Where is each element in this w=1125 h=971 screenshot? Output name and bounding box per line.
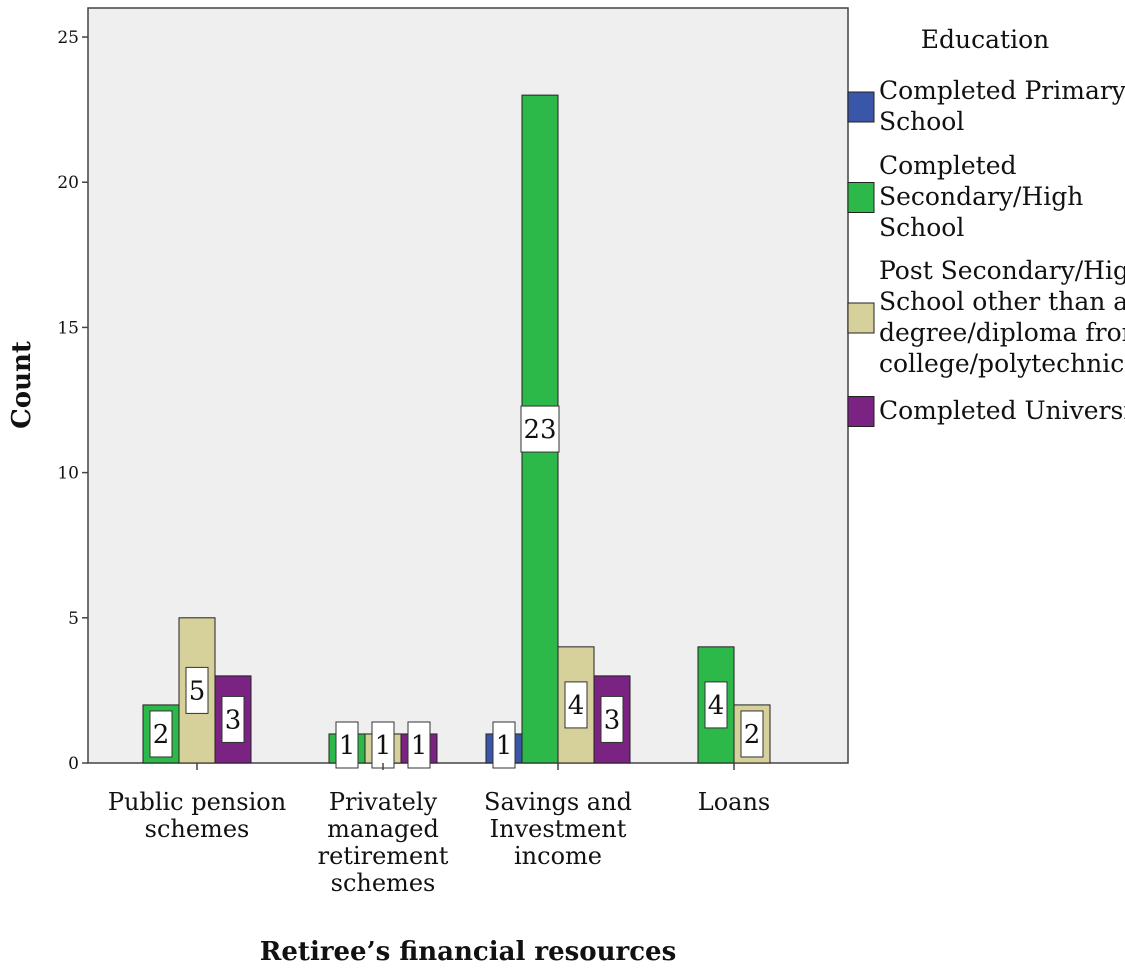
y-tick-label: 25 — [57, 28, 79, 48]
data-label: 4 — [704, 681, 728, 729]
y-tick-label: 10 — [57, 464, 79, 484]
svg-text:1: 1 — [411, 731, 428, 761]
legend-label: Completed Primary School — [879, 76, 1125, 136]
svg-text:2: 2 — [744, 720, 761, 750]
y-axis-title: Count — [7, 341, 37, 429]
bar — [697, 646, 735, 764]
svg-text:4: 4 — [708, 691, 725, 721]
svg-text:1: 1 — [375, 731, 392, 761]
data-label: 3 — [221, 695, 245, 743]
svg-text:1: 1 — [339, 731, 356, 761]
x-axis-title: Retiree’s financial resources — [260, 937, 676, 967]
data-label: 1 — [492, 721, 516, 769]
legend-title: Education — [921, 25, 1049, 54]
legend-swatch — [847, 302, 875, 334]
svg-text:3: 3 — [604, 705, 621, 735]
legend-swatch — [847, 182, 875, 213]
data-label: 2 — [149, 710, 173, 758]
y-tick-label: 5 — [68, 609, 79, 629]
svg-text:1: 1 — [496, 731, 513, 761]
legend-item: Completed Secondary/High School — [847, 151, 1083, 242]
legend-label: Post Secondary/High School other than a de… — [879, 256, 1125, 378]
y-axis: 0 5 10 15 20 25 — [57, 28, 88, 774]
y-tick-label: 0 — [68, 754, 79, 774]
y-tick-label: 20 — [57, 173, 79, 193]
x-category-label: Loans — [698, 788, 770, 816]
data-label: 3 — [600, 695, 624, 743]
legend-label: Completed University — [879, 396, 1125, 425]
data-label: 5 — [185, 666, 209, 714]
svg-text:2: 2 — [153, 720, 170, 750]
data-label: 2 — [740, 710, 764, 758]
data-label: 4 — [564, 681, 588, 729]
x-category-label: Privately managed retirement schemes — [318, 788, 449, 897]
data-label: 1 — [335, 721, 359, 769]
legend-item: Completed Primary School — [847, 76, 1125, 136]
legend-swatch — [847, 91, 875, 123]
data-label: 23 — [520, 405, 560, 453]
legend: Education Completed Primary School Complet… — [847, 25, 1125, 427]
legend-item: Post Secondary/High School other than a de… — [847, 256, 1125, 378]
x-category-label: Public pension schemes — [108, 788, 286, 843]
legend-item: Completed University — [847, 396, 1125, 427]
data-label: 1 — [407, 721, 431, 769]
svg-text:5: 5 — [189, 676, 206, 706]
x-category-label: Savings and Investment income — [484, 788, 632, 870]
svg-text:3: 3 — [225, 705, 242, 735]
data-label: 1 — [371, 721, 395, 769]
x-axis: Public pension schemes Privately managed ret… — [108, 763, 770, 897]
svg-text:4: 4 — [568, 691, 585, 721]
legend-swatch — [847, 396, 875, 427]
legend-label: Completed Secondary/High School — [879, 151, 1083, 242]
y-tick-label: 15 — [57, 318, 79, 338]
svg-text:23: 23 — [523, 415, 556, 445]
